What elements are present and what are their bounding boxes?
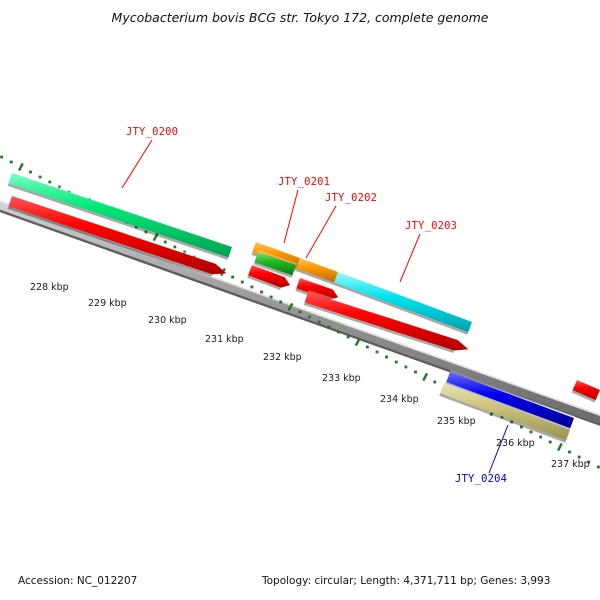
scale-tick-label: 230 kbp	[148, 315, 187, 326]
gene-feature-bar[interactable]	[247, 263, 293, 291]
scale-tick-label: 234 kbp	[380, 394, 419, 405]
gene-leader-line	[283, 189, 299, 244]
scale-tick-label: 236 kbp	[496, 438, 535, 449]
scale-tick-label: 228 kbp	[30, 282, 69, 293]
gene-label-jty_0204[interactable]: JTY_0204	[455, 473, 507, 485]
scale-tick-label: 235 kbp	[437, 416, 476, 427]
genome-summary-label: Topology: circular; Length: 4,371,711 bp…	[261, 575, 550, 587]
gene-labels-layer[interactable]: JTY_0200 JTY_0201 JTY_0202 JTY_0203 JTY_0204	[126, 126, 507, 485]
gene-leader-line	[121, 139, 153, 189]
gene-feature-bar[interactable]	[7, 171, 233, 260]
gene-label-jty_0202[interactable]: JTY_0202	[325, 192, 377, 204]
gene-feature-bar[interactable]	[333, 270, 473, 335]
scale-tick-label: 229 kbp	[88, 298, 127, 309]
gene-feature-bar[interactable]	[253, 250, 297, 278]
gene-label-jty_0201[interactable]: JTY_0201	[278, 176, 330, 188]
scale-tick-label: 237 kbp	[551, 459, 590, 470]
gene-features-layer[interactable]	[7, 171, 600, 443]
gene-feature-bar[interactable]	[439, 381, 571, 443]
scale-tick-label: 231 kbp	[205, 334, 244, 345]
gene-label-jty_0203[interactable]: JTY_0203	[405, 220, 457, 232]
scale-tick-label: 232 kbp	[263, 352, 302, 363]
gene-feature-bar[interactable]	[295, 256, 339, 285]
gene-leader-line	[488, 424, 509, 474]
accession-label: Accession: NC_012207	[18, 575, 137, 587]
gene-leader-lines	[121, 139, 509, 474]
gene-label-jty_0200[interactable]: JTY_0200	[126, 126, 178, 138]
gene-leader-line	[305, 205, 337, 259]
gene-feature-bar[interactable]	[571, 378, 600, 403]
gene-feature-bar[interactable]	[303, 290, 471, 353]
gene-feature-bar[interactable]	[7, 194, 229, 277]
scale-tick-label: 233 kbp	[322, 373, 361, 384]
page-title: Mycobacterium bovis BCG str. Tokyo 172, …	[112, 10, 489, 25]
gene-leader-line	[399, 233, 421, 283]
